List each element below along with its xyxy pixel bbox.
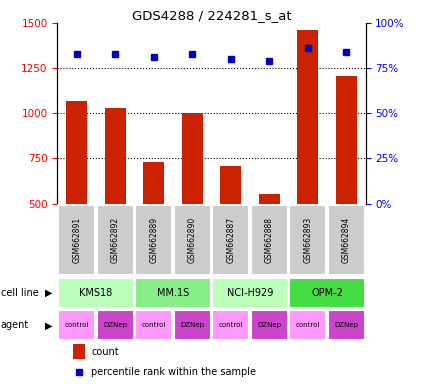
Bar [289, 278, 365, 308]
Bar [96, 310, 133, 341]
Text: ▶: ▶ [45, 320, 53, 331]
Text: KMS18: KMS18 [79, 288, 113, 298]
Text: GSM662889: GSM662889 [149, 217, 158, 263]
Text: agent: agent [1, 320, 29, 331]
Bar [289, 310, 326, 341]
Text: GSM662894: GSM662894 [342, 217, 351, 263]
Bar [135, 278, 211, 308]
Bar [96, 205, 133, 275]
Text: MM.1S: MM.1S [157, 288, 189, 298]
Bar [135, 205, 172, 275]
Bar [212, 278, 288, 308]
Bar [181, 113, 203, 294]
Bar [212, 205, 249, 275]
Bar [328, 310, 365, 341]
Text: GSM662891: GSM662891 [72, 217, 81, 263]
Text: count: count [91, 347, 119, 357]
Bar [297, 30, 318, 294]
Text: GSM662888: GSM662888 [265, 217, 274, 263]
Bar [259, 194, 280, 294]
Bar [336, 76, 357, 294]
Text: GSM662893: GSM662893 [303, 217, 312, 263]
Text: GSM662892: GSM662892 [110, 217, 120, 263]
Text: GSM662887: GSM662887 [226, 217, 235, 263]
Text: control: control [65, 323, 89, 328]
Text: DZNep: DZNep [257, 323, 281, 328]
Text: control: control [218, 323, 243, 328]
Bar [143, 162, 164, 294]
Text: DZNep: DZNep [103, 323, 127, 328]
Bar [105, 108, 126, 294]
Bar [66, 101, 87, 294]
Bar [58, 278, 133, 308]
Title: GDS4288 / 224281_s_at: GDS4288 / 224281_s_at [132, 9, 291, 22]
Text: GSM662890: GSM662890 [188, 217, 197, 263]
Text: DZNep: DZNep [180, 323, 204, 328]
Text: control: control [295, 323, 320, 328]
Text: control: control [142, 323, 166, 328]
Bar [251, 205, 288, 275]
Bar [220, 166, 241, 294]
Text: ▶: ▶ [45, 288, 53, 298]
Bar [251, 310, 288, 341]
Bar [289, 205, 326, 275]
Bar [135, 310, 172, 341]
Bar [174, 205, 211, 275]
Bar [73, 344, 85, 359]
Text: cell line: cell line [1, 288, 39, 298]
Bar [212, 310, 249, 341]
Text: DZNep: DZNep [334, 323, 358, 328]
Bar [58, 205, 95, 275]
Text: percentile rank within the sample: percentile rank within the sample [91, 367, 256, 377]
Bar [328, 205, 365, 275]
Text: OPM-2: OPM-2 [311, 288, 343, 298]
Bar [174, 310, 211, 341]
Bar [58, 310, 95, 341]
Text: NCI-H929: NCI-H929 [227, 288, 273, 298]
